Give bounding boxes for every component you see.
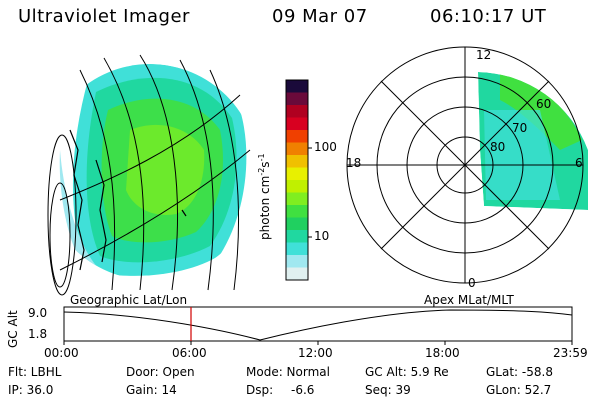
unit-exp2: -1 (257, 153, 266, 162)
colorbar-swatch (286, 155, 308, 168)
colorbar-swatch (286, 80, 308, 93)
timeline-y-bottom: 1.8 (28, 327, 48, 341)
colorbar-border (285, 79, 309, 281)
info-glon: GLon: 52.7 (486, 383, 552, 397)
colorbar-swatch (286, 267, 308, 281)
colorbar-swatch (286, 205, 308, 218)
colorbar-swatch (286, 217, 308, 231)
polar-ring-80: 80 (490, 140, 506, 154)
polar-ring-70: 70 (512, 121, 528, 135)
info-flt: Flt: LBHL (8, 365, 62, 379)
app-title: Ultraviolet Imager (18, 6, 190, 27)
info-gc-alt: GC Alt: 5.9 Re (365, 365, 449, 379)
date-label: 09 Mar 07 (272, 6, 368, 27)
globe-image (42, 54, 258, 296)
colorbar (285, 79, 312, 281)
colorbar-swatch (286, 192, 308, 206)
polar-label-bottom: 0 (468, 276, 476, 290)
info-door: Door: Open (126, 365, 195, 379)
polar-label-left: 18 (346, 156, 362, 170)
polar-plot (346, 46, 588, 284)
colorbar-tick-10: 10 (314, 229, 330, 243)
colorbar-swatch (286, 255, 308, 268)
timeline-plot (63, 306, 573, 345)
colorbar-swatch (286, 142, 308, 156)
unit-text: photon cm (258, 175, 272, 240)
colorbar-swatch (286, 167, 308, 181)
info-dsp-value: -6.6 (290, 383, 315, 397)
info-mode: Mode: Normal (246, 365, 330, 379)
info-dsp: Dsp: -6.6 (246, 383, 314, 397)
info-glat: GLat: -58.8 (486, 365, 553, 379)
timeline-tick-0000: 00:00 (44, 346, 79, 360)
colorbar-swatch (286, 242, 308, 256)
colorbar-swatch (286, 230, 308, 243)
info-gain: Gain: 14 (126, 383, 177, 397)
polar-ring-60: 60 (536, 97, 552, 111)
timeline-y-top: 9.0 (28, 306, 48, 320)
timeline-right-title: Apex MLat/MLT (424, 293, 514, 307)
timeline-tick-2359: 23:59 (553, 346, 588, 360)
polar-label-right: 6 (575, 156, 583, 170)
timeline-left-title: Geographic Lat/Lon (70, 293, 188, 307)
timeline-tick-0600: 06:00 (172, 346, 207, 360)
unit-exp1: -2 (257, 167, 266, 176)
timeline-tick-1800: 18:00 (425, 346, 460, 360)
colorbar-swatch (286, 117, 308, 131)
info-dsp-label: Dsp: (246, 383, 274, 397)
timeline-axis-label: GC Alt (6, 310, 20, 348)
colorbar-swatch (286, 92, 308, 106)
time-label: 06:10:17 UT (430, 6, 547, 27)
colorbar-tick-100: 100 (314, 140, 337, 154)
colorbar-swatch (286, 180, 308, 193)
colorbar-unit: photon cm-2s-1 (257, 153, 272, 240)
info-ip: IP: 36.0 (8, 383, 54, 397)
timeline-tick-1200: 12:00 (298, 346, 333, 360)
unit-mid: s (258, 161, 272, 168)
colorbar-swatch (286, 105, 308, 118)
colorbar-swatch (286, 130, 308, 143)
info-seq: Seq: 39 (365, 383, 411, 397)
polar-label-top: 12 (476, 48, 492, 62)
